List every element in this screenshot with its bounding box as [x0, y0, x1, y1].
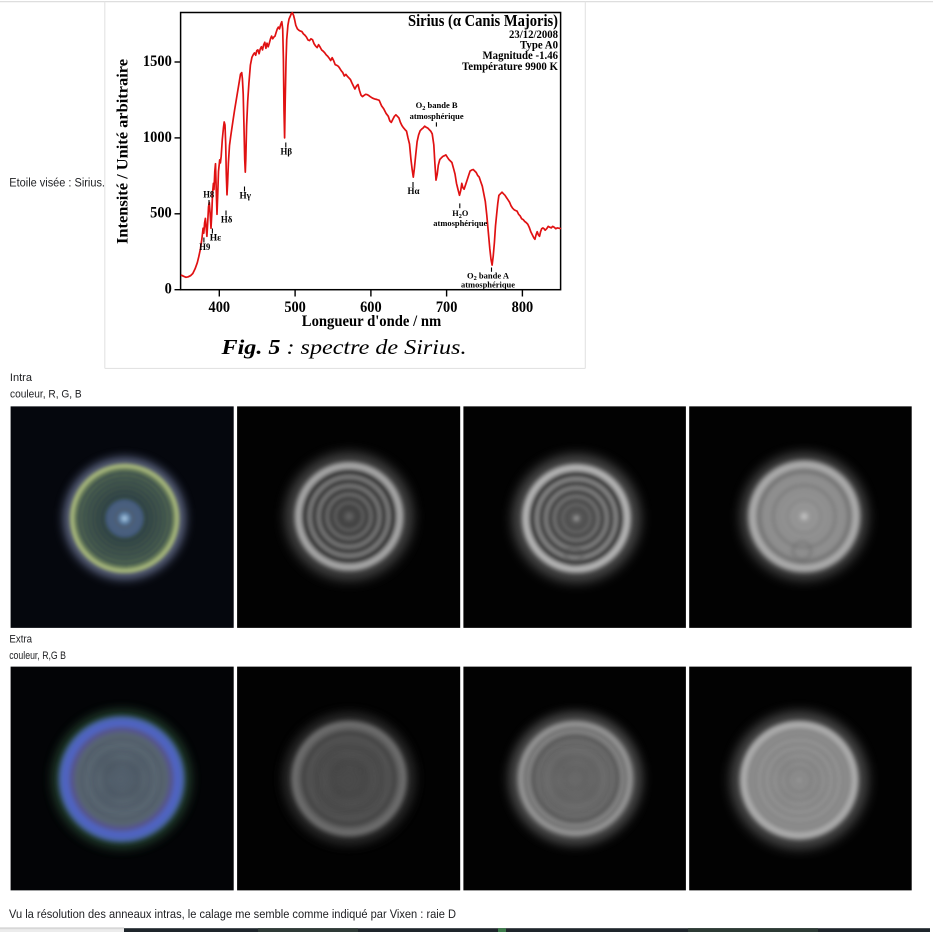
svg-text:H2O: H2O — [452, 208, 468, 220]
svg-text:O2 bande B: O2 bande B — [416, 100, 458, 112]
svg-text:Longueur d'onde / nm: Longueur d'onde / nm — [302, 313, 442, 330]
svg-text:Température 9900 K: Température 9900 K — [462, 61, 558, 73]
svg-text:Hε: Hε — [210, 233, 222, 243]
svg-text:atmosphérique: atmosphérique — [461, 280, 515, 290]
svg-text:O2 bande A: O2 bande A — [467, 270, 510, 282]
svg-text:800: 800 — [512, 298, 534, 316]
svg-text:Hγ: Hγ — [239, 191, 251, 201]
svg-text:500: 500 — [150, 205, 172, 222]
svg-text:Hβ: Hβ — [281, 147, 293, 157]
svg-text:Hδ: Hδ — [221, 216, 233, 226]
svg-text:Magnitude -1.46: Magnitude -1.46 — [483, 50, 559, 62]
svg-text:couleur, R, G, B: couleur, R, G, B — [10, 389, 82, 401]
svg-text:couleur, R,G B: couleur, R,G B — [9, 650, 66, 662]
svg-text:1000: 1000 — [143, 129, 172, 146]
svg-text:Type A0: Type A0 — [520, 40, 558, 52]
svg-text:Fig. 5 : spectre de Sirius.: Fig. 5 : spectre de Sirius. — [220, 335, 466, 359]
svg-text:700: 700 — [436, 298, 458, 316]
svg-text:atmosphérique: atmosphérique — [433, 218, 487, 228]
svg-text:H8: H8 — [203, 190, 214, 200]
svg-text:23/12/2008: 23/12/2008 — [509, 29, 558, 41]
svg-text:Extra: Extra — [9, 634, 32, 646]
svg-text:1500: 1500 — [143, 53, 172, 70]
svg-text:Etoile visée : Sirius.: Etoile visée : Sirius. — [9, 175, 105, 189]
svg-text:Vu la résolution des anneaux i: Vu la résolution des anneaux intras, le … — [9, 907, 456, 921]
svg-text:500: 500 — [284, 298, 306, 316]
svg-text:Intra: Intra — [10, 372, 33, 384]
svg-text:atmosphérique: atmosphérique — [410, 111, 464, 121]
svg-text:Hα: Hα — [408, 187, 421, 197]
svg-text:Intensité / Unité arbitraire: Intensité / Unité arbitraire — [115, 59, 132, 244]
svg-text:600: 600 — [360, 298, 382, 316]
svg-text:400: 400 — [209, 298, 231, 316]
svg-text:0: 0 — [165, 281, 173, 298]
svg-text:Sirius (α Canis Majoris): Sirius (α Canis Majoris) — [408, 11, 558, 30]
svg-text:H9: H9 — [199, 243, 210, 253]
